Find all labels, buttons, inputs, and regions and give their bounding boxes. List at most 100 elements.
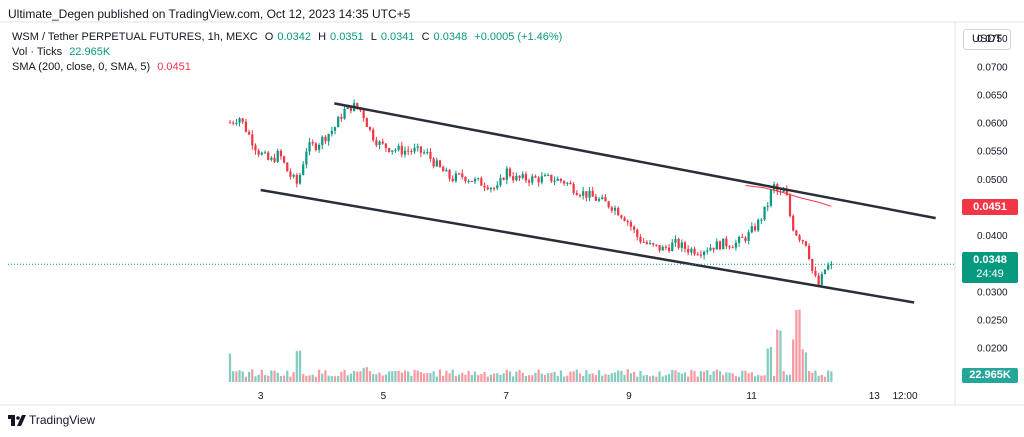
candle-body	[321, 136, 324, 145]
volume-bar	[664, 375, 668, 382]
volume-bar	[375, 374, 378, 382]
volume-bar	[693, 371, 696, 382]
candle-body	[260, 152, 263, 155]
candle-body	[537, 177, 540, 183]
volume-bar	[308, 375, 311, 382]
volume-bar	[251, 369, 254, 382]
candle-body	[343, 109, 346, 119]
tradingview-logo[interactable]: TradingView	[8, 413, 95, 427]
volume-bar	[617, 370, 620, 382]
volume-bar	[674, 370, 677, 382]
volume-bar	[715, 369, 718, 382]
candle-body	[508, 168, 512, 177]
x-tick-label: 7	[503, 391, 509, 402]
volume-bar	[709, 374, 712, 382]
volume-bar	[728, 372, 731, 382]
volume-bar	[273, 370, 276, 382]
candle-body	[492, 187, 496, 189]
volume-bar	[244, 376, 248, 382]
candle-body	[547, 174, 550, 176]
volume-bar	[782, 371, 785, 382]
volume-bar	[419, 372, 423, 382]
volume-bar	[483, 372, 486, 382]
volume-bar	[524, 375, 528, 382]
candle-body	[403, 150, 407, 155]
volume-bar	[620, 370, 623, 382]
candle-body	[381, 141, 384, 144]
x-tick-label: 12:00	[892, 391, 917, 402]
volume-bar	[451, 369, 454, 382]
candle-body	[617, 207, 620, 216]
candle-body	[308, 142, 311, 152]
candle-body	[588, 190, 591, 198]
candle-body	[744, 237, 747, 241]
candle-body	[515, 175, 518, 181]
candle-body	[435, 160, 438, 167]
candle-body	[324, 136, 327, 142]
candle-body	[429, 151, 432, 159]
candle-body	[687, 248, 690, 253]
volume-bar	[387, 371, 391, 382]
publisher-header: Ultimate_Degen published on TradingView.…	[8, 7, 411, 21]
volume-bar	[356, 371, 359, 382]
volume-label[interactable]: Vol · Ticks	[12, 46, 63, 58]
candle-body	[795, 230, 798, 236]
candle-body	[820, 273, 823, 285]
volume-bar	[562, 376, 566, 382]
candle-body	[292, 175, 295, 177]
volume-bar	[489, 374, 493, 382]
volume-bar	[422, 373, 426, 382]
candle-body	[585, 191, 588, 198]
volume-bar	[512, 376, 515, 382]
candle-body	[658, 245, 661, 251]
candle-body	[699, 254, 703, 256]
candle-body	[750, 226, 753, 233]
volume-bar	[292, 372, 295, 382]
candle-body	[655, 244, 658, 246]
volume-bar	[492, 373, 496, 382]
low-value: 0.0341	[380, 31, 415, 43]
candle-body	[801, 240, 804, 242]
candle-body	[683, 242, 687, 249]
candle-body	[413, 147, 416, 152]
candle-body	[470, 180, 473, 182]
volume-bar	[817, 375, 820, 382]
candle-body	[639, 236, 642, 242]
high-value: 0.0351	[330, 31, 364, 43]
currency-button[interactable]: USDT	[963, 29, 1011, 50]
candle-body	[645, 242, 648, 244]
close-value: 0.0348	[433, 31, 468, 43]
volume-bar	[772, 375, 776, 382]
volume-bar	[572, 371, 575, 382]
sma-value: 0.0451	[157, 61, 191, 73]
candle-body	[384, 143, 388, 149]
y-tick-label: 0.0300	[977, 287, 1008, 298]
volume-bar	[442, 375, 445, 382]
close-label: C	[421, 31, 430, 43]
candle-body	[715, 241, 718, 250]
volume-bar	[776, 329, 779, 382]
candle-body	[340, 117, 343, 119]
volume-bar	[804, 352, 808, 382]
candle-body	[766, 205, 769, 207]
candle-body	[702, 251, 706, 256]
candle-body	[804, 241, 808, 246]
volume-bar	[744, 370, 747, 382]
candle-body	[706, 250, 709, 252]
volume-bar	[788, 374, 792, 382]
candle-body	[330, 130, 333, 134]
candle-body	[394, 149, 397, 151]
candle-body	[652, 243, 655, 245]
volume-bar	[540, 373, 543, 382]
volume-bar	[575, 369, 578, 382]
symbol-title[interactable]: WSM / Tether PERPETUAL FUTURES, 1h, MEXC	[12, 31, 258, 43]
y-tick-label: 0.0250	[977, 315, 1008, 326]
sma-legend-row: SMA (200, close, 0, SMA, 5) 0.0451	[12, 61, 195, 73]
volume-bar	[639, 370, 642, 382]
candle-body	[337, 117, 340, 128]
candle-body	[378, 141, 381, 146]
volume-bar	[480, 373, 483, 382]
sma-label[interactable]: SMA (200, close, 0, SMA, 5)	[12, 61, 151, 73]
volume-bar	[531, 375, 534, 382]
